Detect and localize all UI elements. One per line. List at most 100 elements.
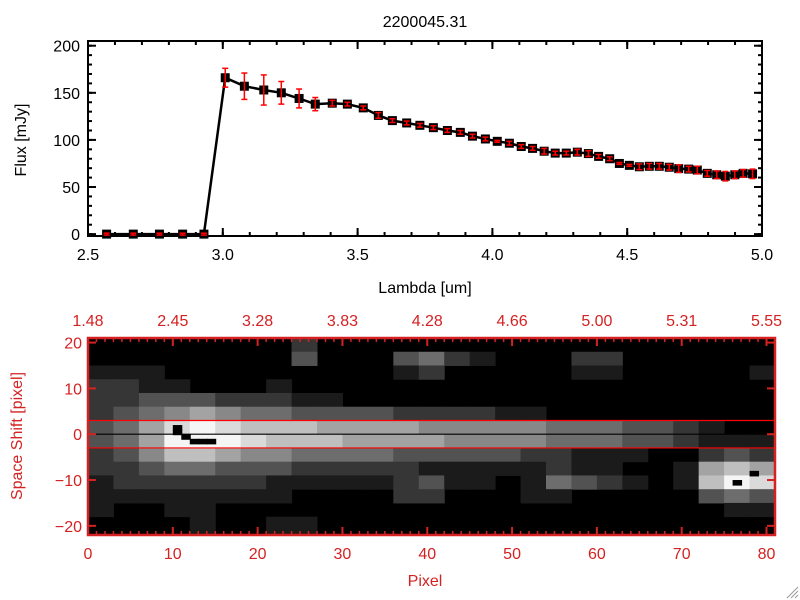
heatmap-cell: [444, 406, 471, 421]
window-resize-grip-icon[interactable]: [786, 586, 799, 599]
heatmap-cell: [571, 365, 598, 380]
error-bar: [444, 127, 451, 134]
heatmap-cell: [164, 461, 191, 476]
error-bar: [241, 72, 248, 101]
image-ylabel: Space Shift [pixel]: [9, 372, 26, 500]
heatmap-cell: [469, 351, 496, 366]
image-xlabel: Pixel: [408, 573, 443, 590]
heatmap-cell: [189, 420, 216, 435]
heatmap-cell: [189, 489, 216, 504]
heatmap-cell: [215, 461, 242, 476]
error-bar: [731, 170, 738, 180]
error-bar: [616, 161, 623, 166]
y-tick-label: −20: [55, 519, 82, 536]
error-bar: [179, 232, 186, 236]
heatmap-cell: [215, 434, 242, 449]
error-bar: [260, 74, 267, 106]
x-tick-label: 40: [418, 546, 436, 563]
heatmap-cell: [291, 434, 318, 449]
heatmap-cell: [138, 434, 165, 449]
heatmap-cell: [393, 461, 420, 476]
heatmap-cell: [469, 475, 496, 490]
heatmap-cell: [189, 516, 216, 536]
error-bar: [529, 145, 536, 152]
heatmap-cell: [393, 365, 420, 380]
heatmap-cell: [596, 420, 623, 435]
heatmap-cell: [749, 365, 776, 380]
y-tick-label: 10: [64, 381, 82, 398]
heatmap-cell: [495, 434, 522, 449]
heatmap-cell: [418, 489, 445, 504]
heatmap-cell: [215, 475, 242, 490]
y-tick-label: 200: [53, 39, 80, 56]
heatmap-cell: [367, 434, 394, 449]
error-bar: [430, 125, 437, 131]
heatmap-cell: [138, 406, 165, 421]
heatmap-cell: [546, 475, 572, 490]
heatmap-cell: [113, 475, 140, 490]
heatmap-cell: [291, 351, 318, 366]
heatmap-cell: [113, 365, 140, 380]
heatmap-cell: [266, 406, 293, 421]
heatmap-cell: [138, 379, 165, 394]
heatmap-cell: [215, 392, 242, 408]
heatmap-cell: [138, 420, 165, 435]
masked-pixel: [189, 438, 200, 445]
heatmap-cell: [164, 502, 191, 518]
heatmap-cell: [444, 447, 471, 463]
heatmap-cell: [113, 489, 140, 504]
heatmap-cell: [291, 461, 318, 476]
heatmap-cell: [444, 461, 471, 476]
heatmap-cell: [113, 406, 140, 421]
error-bar: [636, 163, 643, 171]
error-bar: [685, 165, 692, 173]
x-tick-label: 3.0: [212, 247, 234, 264]
heatmap-cell: [418, 434, 445, 449]
heatmap-cell: [546, 489, 572, 504]
error-bar: [552, 150, 559, 156]
heatmap-cell: [138, 365, 165, 380]
error-bar: [749, 168, 756, 180]
heatmap-cell: [266, 516, 293, 536]
x-tick-label: 10: [164, 546, 182, 563]
error-bar: [574, 148, 581, 156]
heatmap-cell: [164, 447, 191, 463]
x-tick-label: 30: [334, 546, 352, 563]
heatmap-cell: [266, 420, 293, 435]
error-bar: [494, 139, 501, 144]
heatmap-cell: [240, 420, 267, 435]
error-bar: [375, 111, 382, 119]
error-bar: [506, 140, 513, 146]
heatmap-cell: [291, 475, 318, 490]
error-bar: [457, 129, 464, 136]
heatmap-cell: [189, 392, 216, 408]
heatmap-cell: [393, 420, 420, 435]
heatmap-cell: [418, 461, 445, 476]
heatmap-cell: [138, 461, 165, 476]
heatmap-cell: [113, 420, 140, 435]
wavelength-tick-label: 4.28: [412, 313, 443, 330]
x-tick-label: 0: [84, 546, 93, 563]
error-bar: [278, 80, 285, 105]
heatmap-cell: [520, 434, 547, 449]
heatmap-cell: [215, 406, 242, 421]
heatmap-cell: [673, 461, 700, 476]
heatmap-cell: [596, 475, 623, 490]
error-bar: [563, 150, 570, 156]
x-tick-label: 20: [249, 546, 267, 563]
heatmap-cell: [367, 475, 394, 490]
heatmap-cell: [189, 461, 216, 476]
y-tick-label: 150: [53, 86, 80, 103]
heatmap-cell: [469, 406, 496, 421]
heatmap-cell: [367, 447, 394, 463]
error-bar: [312, 96, 319, 112]
heatmap-cell: [571, 351, 598, 366]
heatmap-cell: [596, 365, 623, 380]
heatmap-cell: [418, 420, 445, 435]
heatmap-cell: [240, 406, 267, 421]
masked-pixel: [198, 438, 208, 445]
heatmap-cell: [571, 447, 598, 463]
heatmap-cell: [317, 447, 343, 463]
heatmap-cell: [317, 434, 343, 449]
